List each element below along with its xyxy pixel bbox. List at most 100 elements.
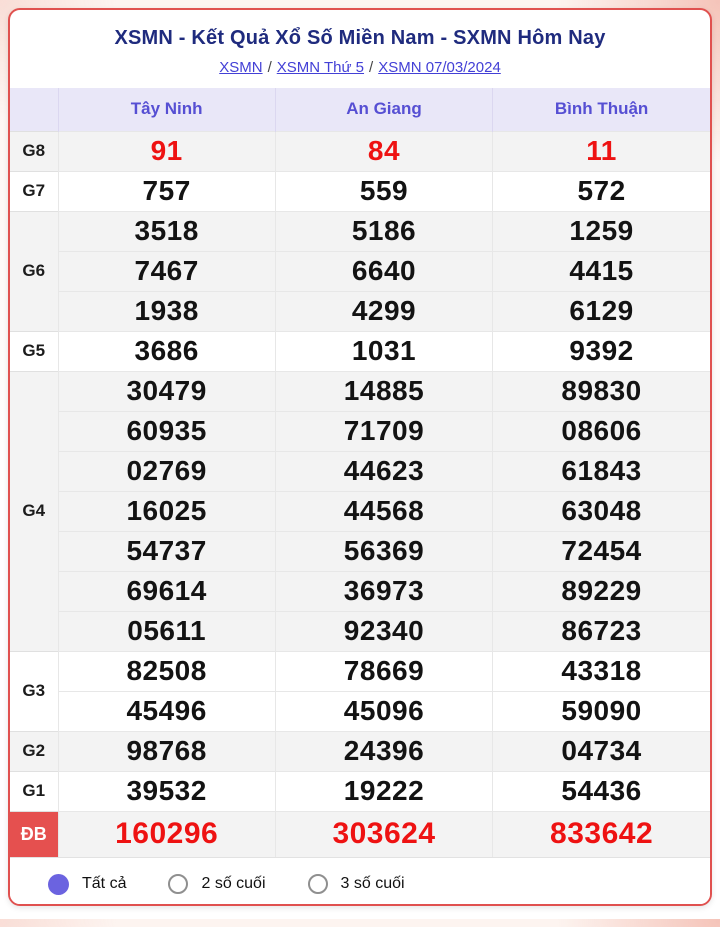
- result-row: G8 91 84 11: [10, 130, 710, 171]
- result-number: 30479: [57, 370, 276, 411]
- result-number: 36973: [274, 570, 493, 611]
- result-number: 572: [492, 170, 710, 211]
- province-header[interactable]: Tây Ninh: [57, 88, 276, 131]
- results-card: XSMN - Kết Quả Xổ Số Miền Nam - SXMN Hôm…: [8, 8, 712, 906]
- result-number: 89830: [492, 370, 710, 411]
- result-number: 56369: [274, 530, 493, 571]
- prize-label-g2: G2: [10, 730, 58, 771]
- result-number: 1031: [274, 330, 493, 371]
- corner-cell: [10, 88, 58, 131]
- page-title: XSMN - Kết Quả Xổ Số Miền Nam - SXMN Hôm…: [114, 27, 606, 49]
- result-row: 54737 56369 72454: [10, 530, 710, 571]
- result-row: 60935 71709 08606: [10, 410, 710, 451]
- result-number: 43318: [492, 650, 710, 691]
- result-number: 08606: [492, 410, 710, 451]
- prize-label-g8: G8: [10, 130, 58, 171]
- radio-unselected-icon[interactable]: [168, 874, 189, 894]
- result-number: 44568: [274, 490, 493, 531]
- result-number: 86723: [492, 610, 710, 651]
- result-number: 61843: [492, 450, 710, 491]
- result-row: G6 3518 5186 1259: [10, 210, 710, 331]
- result-number: 59090: [492, 690, 710, 731]
- filter-label: Tất cả: [82, 875, 127, 892]
- result-number: 5186: [274, 210, 493, 251]
- filter-option[interactable]: 3 số cuối: [307, 874, 405, 894]
- prize-label-g1: G1: [10, 770, 58, 811]
- result-number: 1259: [492, 210, 710, 251]
- result-row: G7 757 559 572: [10, 170, 710, 211]
- result-row: 02769 44623 61843: [10, 450, 710, 491]
- result-row: 1938 4299 6129: [10, 290, 710, 331]
- provinces-header-row: Tây Ninh An Giang Bình Thuận: [10, 88, 710, 131]
- result-number: 11: [492, 130, 710, 171]
- result-number: 833642: [492, 810, 710, 857]
- result-row: G1 39532 19222 54436: [10, 770, 710, 811]
- result-number: 303624: [274, 810, 493, 857]
- result-number: 1938: [57, 290, 276, 331]
- filter-label: 3 số cuối: [340, 875, 405, 892]
- result-number: 14885: [274, 370, 493, 411]
- result-row: G4 30479 14885 89830: [10, 370, 710, 651]
- prize-label-db: ĐB: [10, 810, 58, 857]
- result-number: 44623: [274, 450, 493, 491]
- filter-bar: Tất cả 2 số cuối 3 số cuối: [10, 857, 710, 904]
- result-row: ĐB 160296 303624 833642: [10, 810, 710, 857]
- result-number: 6129: [492, 290, 710, 331]
- result-number: 54436: [492, 770, 710, 811]
- result-number: 16025: [57, 490, 276, 531]
- result-number: 39532: [57, 770, 276, 811]
- result-number: 69614: [57, 570, 276, 611]
- result-row: 69614 36973 89229: [10, 570, 710, 611]
- result-number: 6640: [274, 250, 493, 291]
- result-number: 78669: [274, 650, 493, 691]
- results-table: Tây Ninh An Giang Bình Thuận G8 91 84 11 G7 757…: [10, 88, 710, 857]
- prize-label-g3: G3: [10, 650, 58, 731]
- prize-label-g4: G4: [10, 370, 58, 651]
- prize-label-g5: G5: [10, 330, 58, 371]
- radio-unselected-icon[interactable]: [307, 874, 328, 894]
- result-number: 45096: [274, 690, 493, 731]
- breadcrumb: XSMN / XSMN Thứ 5/XSMN 07/03/2024: [10, 59, 710, 80]
- result-number: 60935: [57, 410, 276, 451]
- result-number: 89229: [492, 570, 710, 611]
- result-number: 3686: [57, 330, 276, 371]
- result-number: 98768: [57, 730, 276, 771]
- result-number: 4415: [492, 250, 710, 291]
- result-number: 54737: [57, 530, 276, 571]
- breadcrumb-separator: /: [369, 59, 374, 76]
- result-number: 84: [274, 130, 493, 171]
- breadcrumb-link[interactable]: XSMN 07/03/2024: [378, 59, 501, 76]
- result-row: 7467 6640 4415: [10, 250, 710, 291]
- result-row: 16025 44568 63048: [10, 490, 710, 531]
- province-header[interactable]: Bình Thuận: [492, 88, 710, 131]
- filter-label: 2 số cuối: [201, 875, 266, 892]
- result-number: 63048: [492, 490, 710, 531]
- province-header[interactable]: An Giang: [274, 88, 493, 131]
- result-row: 05611 92340 86723: [10, 610, 710, 651]
- result-number: 9392: [492, 330, 710, 371]
- result-row: G3 82508 78669 43318: [10, 650, 710, 731]
- result-number: 7467: [57, 250, 276, 291]
- result-number: 160296: [57, 810, 276, 857]
- filter-option[interactable]: Tất cả: [48, 873, 127, 895]
- result-number: 02769: [57, 450, 276, 491]
- breadcrumb-separator: /: [267, 59, 272, 76]
- result-number: 04734: [492, 730, 710, 771]
- result-number: 19222: [274, 770, 493, 811]
- result-number: 24396: [274, 730, 493, 771]
- prize-label-g7: G7: [10, 170, 58, 211]
- breadcrumb-link[interactable]: XSMN Thứ 5: [276, 59, 365, 76]
- result-number: 559: [274, 170, 493, 211]
- prize-label-g6: G6: [10, 210, 58, 331]
- result-number: 4299: [274, 290, 493, 331]
- result-number: 05611: [57, 610, 276, 651]
- filter-option[interactable]: 2 số cuối: [168, 874, 266, 894]
- result-number: 92340: [274, 610, 493, 651]
- breadcrumb-link[interactable]: XSMN: [219, 59, 263, 76]
- radio-selected-icon[interactable]: [48, 873, 69, 895]
- result-number: 82508: [57, 650, 276, 691]
- result-number: 72454: [492, 530, 710, 571]
- result-row: G5 3686 1031 9392: [10, 330, 710, 371]
- result-number: 757: [57, 170, 276, 211]
- result-row: G2 98768 24396 04734: [10, 730, 710, 771]
